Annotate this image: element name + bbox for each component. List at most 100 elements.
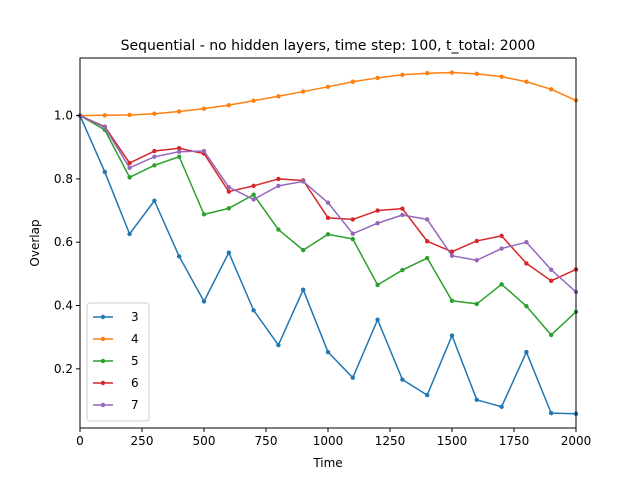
y-tick-label: 0.8 xyxy=(54,172,73,186)
data-point xyxy=(400,72,405,77)
data-point xyxy=(127,112,132,118)
y-tick-label: 1.0 xyxy=(54,109,73,123)
data-point xyxy=(325,215,331,221)
data-point xyxy=(325,349,331,355)
data-point xyxy=(251,197,256,202)
data-point xyxy=(226,250,231,255)
data-point xyxy=(152,154,157,159)
data-point xyxy=(499,233,504,239)
data-point xyxy=(350,375,355,380)
data-point xyxy=(449,298,455,303)
data-point xyxy=(201,299,207,304)
data-point xyxy=(325,232,331,237)
data-point xyxy=(474,397,479,403)
data-point xyxy=(474,301,479,307)
data-point xyxy=(251,308,256,313)
series-line-5 xyxy=(79,114,577,336)
data-point xyxy=(301,89,306,94)
x-tick-label: 1000 xyxy=(313,434,344,448)
legend: 3 4 5 6 7 xyxy=(86,302,150,422)
data-point xyxy=(251,192,256,197)
data-point xyxy=(226,206,231,211)
legend-swatch-marker xyxy=(100,358,106,364)
data-point xyxy=(325,200,331,205)
data-point xyxy=(524,261,529,266)
data-point xyxy=(127,165,132,171)
data-point xyxy=(375,221,380,226)
legend-swatch-marker xyxy=(100,402,106,408)
series-3 xyxy=(77,113,579,416)
series-line-4 xyxy=(79,71,577,117)
data-point xyxy=(127,160,132,166)
legend-swatch-marker xyxy=(100,314,106,320)
data-point xyxy=(549,278,554,284)
y-tick-label: 0.6 xyxy=(54,235,73,249)
x-tick-label: 250 xyxy=(131,434,154,448)
data-point xyxy=(499,404,504,409)
data-point xyxy=(375,208,380,213)
legend-swatch-marker xyxy=(100,336,106,342)
data-point xyxy=(177,109,182,114)
y-axis-ticks: 0.2 0.4 0.6 0.8 1.0 xyxy=(54,109,80,376)
data-point xyxy=(301,247,306,253)
data-point xyxy=(375,317,380,322)
x-tick-label: 1750 xyxy=(499,434,530,448)
data-point xyxy=(425,239,430,244)
data-point xyxy=(400,206,405,211)
y-axis-label: Overlap xyxy=(28,219,42,266)
series-line-3 xyxy=(79,115,577,415)
data-point xyxy=(177,254,182,259)
data-point xyxy=(350,79,355,84)
data-point xyxy=(251,98,256,103)
legend-label: 6 xyxy=(131,376,139,390)
x-tick-label: 500 xyxy=(193,434,216,448)
series-line-6 xyxy=(79,114,577,282)
legend-box xyxy=(86,302,150,422)
data-point xyxy=(449,249,455,254)
data-point xyxy=(524,303,529,309)
legend-item-3: 3 xyxy=(93,310,139,324)
data-point xyxy=(201,106,207,111)
legend-label: 3 xyxy=(131,310,139,324)
data-point xyxy=(400,267,405,273)
data-point xyxy=(474,238,479,244)
data-point xyxy=(276,342,281,348)
data-point xyxy=(177,149,182,154)
data-point xyxy=(177,146,182,151)
data-point xyxy=(152,111,157,116)
legend-item-7: 7 xyxy=(93,398,139,412)
x-tick-label: 1500 xyxy=(437,434,468,448)
data-point xyxy=(350,231,355,236)
data-point xyxy=(524,79,529,84)
data-point xyxy=(499,282,504,287)
plot-area xyxy=(77,70,579,416)
data-point xyxy=(177,154,182,159)
data-point xyxy=(276,183,281,189)
data-point xyxy=(201,148,207,154)
legend-item-6: 6 xyxy=(93,376,139,390)
data-point xyxy=(226,102,231,108)
data-point xyxy=(499,74,504,79)
data-point xyxy=(102,169,108,175)
data-point xyxy=(449,333,455,338)
data-point xyxy=(449,253,455,259)
data-point xyxy=(226,189,231,194)
x-tick-label: 2000 xyxy=(561,434,592,448)
data-point xyxy=(549,267,554,272)
data-point xyxy=(102,125,108,130)
data-point xyxy=(400,212,405,218)
data-point xyxy=(276,227,281,232)
x-axis-ticks: 0 250 500 750 1000 1250 1500 1750 2000 xyxy=(76,428,591,448)
data-point xyxy=(152,198,157,203)
data-point xyxy=(251,183,256,189)
legend-label: 7 xyxy=(131,398,139,412)
data-point xyxy=(425,217,430,222)
data-point xyxy=(524,349,529,355)
data-point xyxy=(425,392,430,398)
series-4 xyxy=(77,70,579,118)
data-point xyxy=(152,148,157,154)
data-point xyxy=(375,75,380,81)
data-point xyxy=(152,163,157,168)
legend-swatch-marker xyxy=(100,380,106,386)
chart-title: Sequential - no hidden layers, time step… xyxy=(121,38,536,54)
